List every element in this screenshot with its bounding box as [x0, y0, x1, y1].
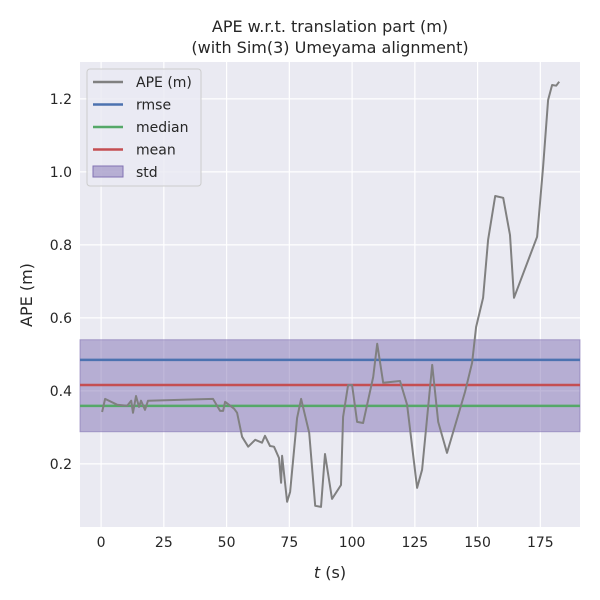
legend-label: median	[136, 120, 188, 136]
chart-subtitle: (with Sim(3) Umeyama alignment)	[191, 38, 468, 57]
legend-label: std	[136, 165, 158, 181]
x-tick-label: 75	[280, 535, 298, 551]
legend-label: mean	[136, 143, 176, 159]
x-tick-label: 150	[464, 535, 491, 551]
x-axis-label-var: t	[314, 563, 321, 582]
ape-series-line	[101, 81, 560, 508]
chart-title: APE w.r.t. translation part (m)	[212, 17, 448, 36]
legend-swatch-std	[92, 165, 124, 178]
x-tick-label: 100	[339, 535, 366, 551]
y-axis-label: APE (m)	[17, 263, 36, 327]
x-tick-label: 50	[218, 535, 236, 551]
y-tick-label: 0.2	[50, 457, 72, 473]
x-axis-label-unit: (s)	[320, 563, 346, 582]
x-tick-label: 175	[527, 535, 554, 551]
y-tick-label: 0.6	[50, 311, 72, 327]
x-tick-label: 25	[155, 535, 173, 551]
x-tick-label: 125	[401, 535, 428, 551]
legend: APE (m) rmse median mean std	[86, 68, 202, 187]
y-tick-label: 0.4	[50, 384, 72, 400]
y-tick-label: 1.2	[50, 92, 72, 108]
x-axis-label: t (s)	[314, 563, 346, 582]
y-tick-label: 1.0	[50, 165, 72, 181]
x-tick-label: 0	[97, 535, 106, 551]
legend-label: APE (m)	[136, 75, 192, 91]
legend-box	[86, 68, 202, 187]
legend-label: rmse	[136, 98, 171, 114]
y-tick-label: 0.8	[50, 238, 72, 254]
